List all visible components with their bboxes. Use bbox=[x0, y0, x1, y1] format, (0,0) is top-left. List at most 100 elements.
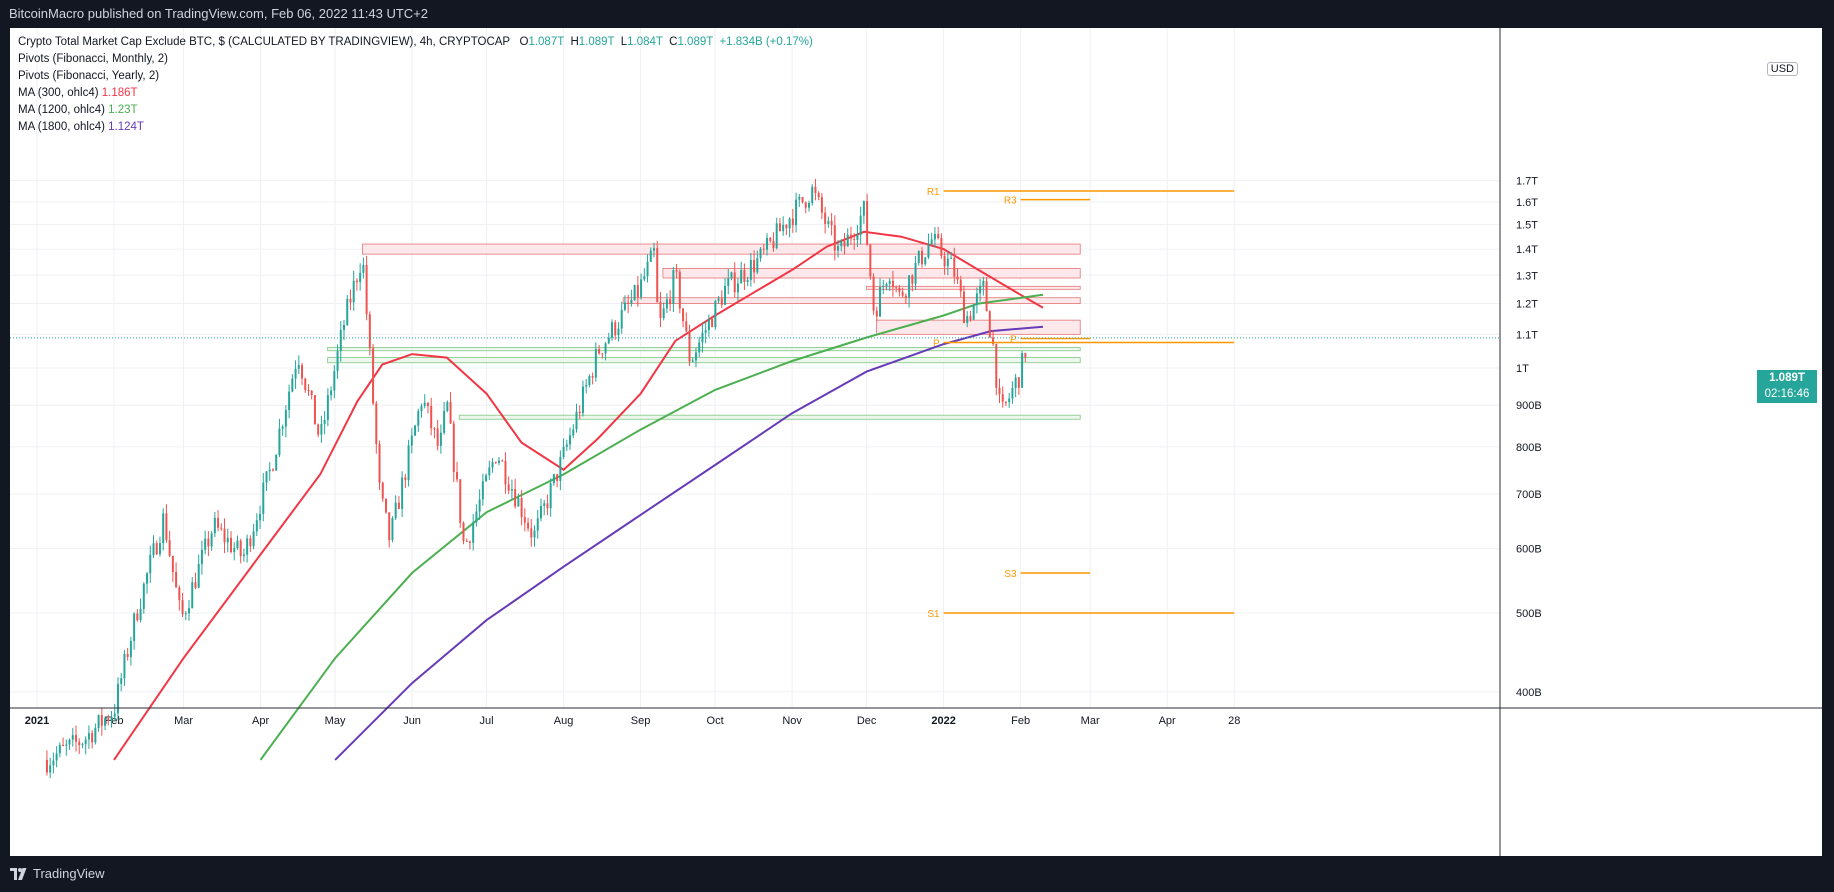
x-tick-label: Jun bbox=[403, 715, 421, 727]
candle-body bbox=[530, 528, 533, 538]
candle-body bbox=[656, 248, 659, 303]
candle-body bbox=[814, 186, 817, 194]
candle-body bbox=[581, 386, 584, 414]
candle-body bbox=[753, 260, 756, 273]
candle-body bbox=[598, 349, 601, 354]
price-chart[interactable]: 400B 500B 600B 700B 800B 900B 1T 1.1T 1.2T 1.3T 1.… bbox=[10, 28, 1822, 856]
candle-body bbox=[368, 314, 371, 349]
candle-body bbox=[133, 613, 136, 641]
candle-body bbox=[565, 444, 568, 447]
chart-legend: Crypto Total Market Cap Exclude BTC, $ (… bbox=[18, 34, 813, 136]
candle-body bbox=[78, 741, 81, 746]
candle-body bbox=[443, 410, 446, 433]
candle-body bbox=[1017, 377, 1020, 388]
indicator-name: MA (1200, ohlc4) bbox=[18, 104, 105, 116]
candle-body bbox=[559, 456, 562, 482]
candle-body bbox=[468, 541, 471, 543]
candle-body bbox=[998, 387, 1001, 395]
chart-area[interactable]: 400B 500B 600B 700B 800B 900B 1T 1.1T 1.2T 1.3T 1.… bbox=[10, 28, 1822, 856]
support-zone bbox=[327, 347, 1081, 352]
candle-body bbox=[636, 285, 639, 298]
candle-body bbox=[678, 271, 681, 309]
candle-body bbox=[129, 640, 132, 657]
candle-body bbox=[330, 390, 333, 396]
y-tick-label: 800B bbox=[1516, 442, 1542, 454]
candle-body bbox=[504, 461, 507, 485]
candle-body bbox=[604, 343, 607, 354]
candle-body bbox=[556, 474, 559, 482]
candle-body bbox=[352, 280, 355, 303]
candle-body bbox=[320, 423, 323, 435]
candle-body bbox=[136, 613, 139, 621]
candle-body bbox=[204, 538, 207, 550]
candle-body bbox=[426, 402, 429, 407]
candle-body bbox=[694, 352, 697, 361]
candle-body bbox=[869, 244, 872, 277]
candle-body bbox=[507, 484, 510, 491]
candle-body bbox=[749, 260, 752, 280]
legend-indicator-ma1800[interactable]: MA (1800, ohlc4) 1.124T bbox=[18, 119, 813, 136]
candle-body bbox=[249, 538, 252, 547]
candle-body bbox=[336, 351, 339, 372]
candle-body bbox=[917, 250, 920, 264]
candle-body bbox=[349, 298, 352, 303]
candle-body bbox=[478, 499, 481, 512]
candle-body bbox=[927, 243, 930, 258]
candle-body bbox=[866, 201, 869, 245]
candle-body bbox=[491, 462, 494, 468]
legend-indicator-pivots-yearly[interactable]: Pivots (Fibonacci, Yearly, 2) bbox=[18, 68, 813, 85]
candle-body bbox=[200, 549, 203, 564]
candle-body bbox=[730, 272, 733, 279]
candle-body bbox=[827, 220, 830, 224]
candle-body bbox=[271, 469, 274, 471]
candle-body bbox=[552, 474, 555, 484]
x-tick-label: Feb bbox=[105, 715, 124, 727]
candle-body bbox=[914, 263, 917, 284]
candle-body bbox=[688, 331, 691, 362]
legend-indicator-pivots-monthly[interactable]: Pivots (Fibonacci, Monthly, 2) bbox=[18, 51, 813, 68]
candle-body bbox=[807, 203, 810, 208]
candle-body bbox=[862, 201, 865, 216]
candle-body bbox=[255, 520, 258, 532]
candle-body bbox=[704, 330, 707, 333]
candle-body bbox=[995, 344, 998, 388]
candle-body bbox=[740, 269, 743, 284]
pivot-label: P bbox=[1010, 335, 1017, 346]
candle-body bbox=[975, 293, 978, 305]
candle-body bbox=[97, 715, 100, 728]
candle-body bbox=[414, 425, 417, 436]
candle-body bbox=[388, 512, 391, 541]
resistance-zone bbox=[361, 243, 1081, 255]
candle-body bbox=[252, 531, 255, 547]
candle-body bbox=[113, 713, 116, 717]
currency-label[interactable]: USD bbox=[1766, 62, 1798, 76]
x-tick-label: Jul bbox=[480, 715, 494, 727]
ma-line-0 bbox=[113, 230, 1044, 761]
candle-body bbox=[242, 554, 245, 557]
candle-body bbox=[74, 735, 77, 742]
tradingview-logo[interactable]: TradingView bbox=[10, 866, 105, 881]
candle-body bbox=[933, 234, 936, 240]
candle-body bbox=[891, 280, 894, 288]
candle-body bbox=[921, 250, 924, 265]
candle-body bbox=[743, 269, 746, 282]
legend-indicator-ma300[interactable]: MA (300, ohlc4) 1.186T bbox=[18, 85, 813, 102]
candle-body bbox=[778, 223, 781, 232]
legend-indicator-ma1200[interactable]: MA (1200, ohlc4) 1.23T bbox=[18, 102, 813, 119]
x-tick-label: Dec bbox=[857, 715, 877, 727]
candle-body bbox=[924, 257, 927, 265]
candle-body bbox=[539, 505, 542, 519]
candle-body bbox=[158, 543, 161, 555]
candle-body bbox=[71, 735, 74, 740]
candle-body bbox=[798, 196, 801, 200]
candle-body bbox=[291, 378, 294, 392]
ma-line-1 bbox=[259, 293, 1044, 761]
candle-body bbox=[317, 424, 320, 435]
candle-body bbox=[407, 445, 410, 481]
x-tick-label: May bbox=[325, 715, 346, 727]
x-tick-label: 2022 bbox=[931, 715, 955, 727]
resistance-zone bbox=[622, 297, 1081, 304]
candle-body bbox=[239, 540, 242, 557]
candle-body bbox=[307, 389, 310, 391]
candle-body bbox=[665, 299, 668, 309]
